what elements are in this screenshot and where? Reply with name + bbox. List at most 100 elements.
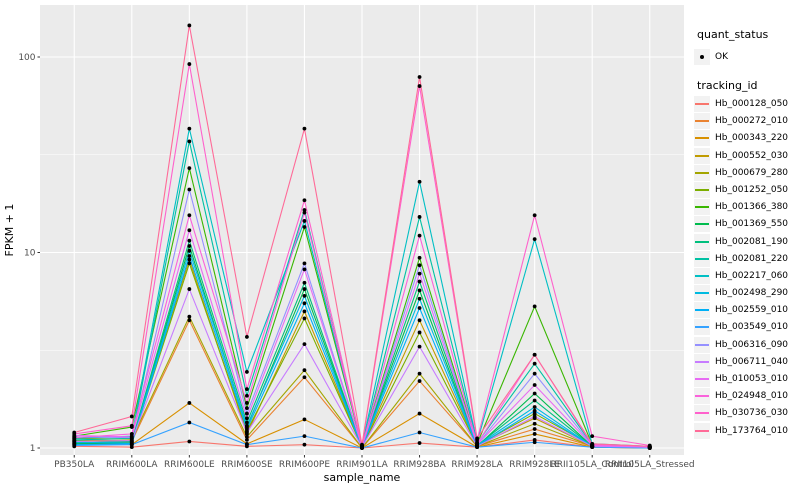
- legend-item-Hb_002559_010: Hb_002559_010: [694, 302, 800, 319]
- legend-item-label: Hb_000679_280: [715, 167, 789, 178]
- legend-item-Hb_000272_010: Hb_000272_010: [694, 113, 800, 130]
- legend-item-Hb_003549_010: Hb_003549_010: [694, 319, 800, 336]
- data-point: [72, 439, 77, 444]
- data-point: [360, 442, 364, 447]
- data-point: [302, 261, 307, 266]
- data-point: [187, 244, 192, 248]
- legend-item-label: Hb_010053_010: [715, 374, 789, 384]
- data-point: [302, 309, 307, 314]
- legend-item-label: Hb_000343_220: [715, 133, 789, 144]
- data-point: [129, 438, 134, 443]
- legend-item-Hb_002081_220: Hb_002081_220: [694, 250, 800, 267]
- data-point: [187, 420, 192, 425]
- data-point: [187, 126, 192, 131]
- data-point: [417, 371, 422, 376]
- point-key-icon: [694, 49, 710, 65]
- legend-item-Hb_010053_010: Hb_010053_010: [694, 371, 800, 387]
- data-point: [532, 427, 537, 431]
- data-point: [187, 439, 192, 444]
- data-point: [187, 238, 192, 243]
- line-key-icon: [694, 285, 710, 302]
- y-tick-label: 100: [18, 53, 35, 63]
- data-point: [590, 441, 595, 446]
- data-point: [302, 293, 307, 298]
- data-point: [302, 434, 307, 439]
- data-point: [417, 271, 422, 276]
- data-point: [302, 126, 307, 131]
- data-point: [417, 296, 422, 301]
- line-key-icon: [694, 113, 710, 130]
- legend-item-label: Hb_173764_010: [715, 425, 789, 436]
- data-point: [417, 330, 422, 335]
- data-point: [532, 361, 537, 366]
- data-point: [417, 279, 422, 284]
- y-tick-label: 10: [24, 249, 36, 259]
- line-key-icon: [694, 371, 710, 387]
- data-point: [532, 352, 537, 357]
- data-point: [417, 318, 422, 323]
- legend-item-label: Hb_002217_060: [715, 270, 789, 281]
- data-point: [245, 434, 249, 439]
- line-key-icon: [694, 164, 710, 181]
- legend-item-Hb_001369_550: Hb_001369_550: [694, 216, 800, 233]
- line-key-icon: [694, 130, 710, 147]
- data-point: [129, 434, 134, 439]
- data-point: [129, 414, 134, 419]
- data-point: [72, 435, 77, 440]
- data-point: [590, 434, 595, 439]
- data-point: [72, 430, 77, 435]
- data-point: [417, 344, 422, 349]
- data-point: [532, 213, 537, 218]
- data-point: [302, 208, 307, 212]
- legend-item-label: Hb_002081_220: [715, 253, 789, 264]
- legend-item-Hb_006711_040: Hb_006711_040: [694, 353, 800, 370]
- data-point: [532, 371, 537, 376]
- data-point: [532, 405, 537, 409]
- data-point: [417, 288, 422, 293]
- data-point: [417, 263, 422, 268]
- legend-item-ok: OK: [694, 49, 800, 65]
- data-point: [245, 416, 249, 421]
- legend-item-label: Hb_001366_380: [715, 202, 789, 213]
- data-point: [532, 237, 537, 242]
- line-key-icon: [694, 216, 710, 233]
- line-key-icon: [694, 233, 710, 250]
- data-point: [187, 248, 192, 253]
- legend-item-label: OK: [715, 52, 728, 62]
- legend-item-Hb_024948_010: Hb_024948_010: [694, 388, 800, 405]
- data-point: [245, 420, 249, 425]
- data-point: [302, 210, 307, 215]
- data-point: [129, 442, 134, 447]
- line-key-icon: [694, 336, 710, 353]
- legend-item-Hb_006316_090: Hb_006316_090: [694, 336, 800, 353]
- x-tick-label: RRIM901LA: [336, 460, 388, 470]
- legend-item-Hb_030736_030: Hb_030736_030: [694, 405, 800, 422]
- x-tick-label: RRIM928LE: [509, 460, 560, 470]
- data-point: [417, 75, 422, 79]
- legend-item-Hb_000552_030: Hb_000552_030: [694, 147, 800, 164]
- legend-item-Hb_000128_050: Hb_000128_050: [694, 96, 800, 112]
- data-point: [187, 314, 192, 319]
- data-point: [187, 287, 192, 291]
- data-point: [187, 228, 192, 233]
- data-point: [302, 417, 307, 422]
- data-point: [302, 287, 307, 291]
- data-point: [417, 215, 422, 219]
- data-point: [532, 440, 537, 445]
- legend-item-label: Hb_006711_040: [715, 356, 789, 367]
- data-point: [302, 280, 307, 285]
- data-point: [302, 301, 307, 306]
- data-point: [302, 219, 307, 223]
- x-tick-label: RRIM600LE: [164, 460, 215, 470]
- data-point: [187, 261, 192, 266]
- line-key-icon: [694, 422, 710, 439]
- legend: quant_status OK tracking_id Hb_000128_05…: [694, 0, 800, 439]
- data-point: [245, 427, 249, 431]
- legend-item-label: Hb_003549_010: [715, 322, 789, 333]
- legend-item-label: Hb_001252_050: [715, 184, 789, 195]
- data-point: [302, 316, 307, 321]
- legend-title-tracking-id: tracking_id: [697, 79, 758, 92]
- data-point: [532, 408, 537, 413]
- data-point: [187, 62, 192, 66]
- legend-item-Hb_002217_060: Hb_002217_060: [694, 267, 800, 284]
